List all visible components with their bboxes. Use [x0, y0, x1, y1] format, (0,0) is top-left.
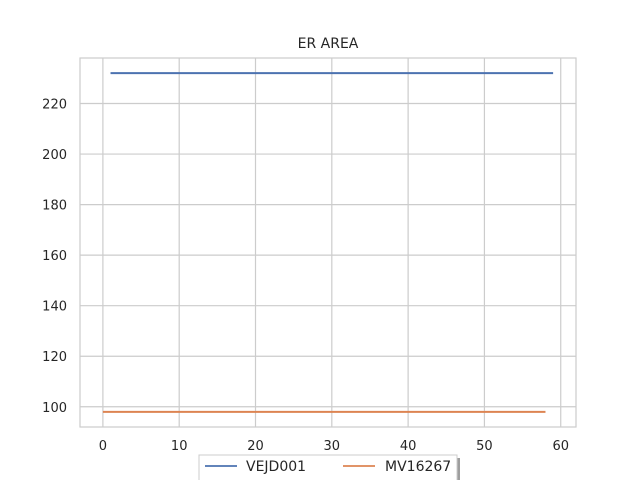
- y-tick-label: 200: [42, 148, 67, 163]
- series-lines: [102, 72, 554, 413]
- legend-box: [198, 454, 458, 482]
- x-tick-label: 0: [99, 439, 107, 454]
- x-tick-label: 10: [171, 439, 188, 454]
- y-tick-label: 120: [42, 350, 67, 365]
- y-tick-label: 160: [42, 249, 67, 264]
- tick-labels: 0 10 20 30 40 50 60 100 120 140 160 180 200 220: [42, 97, 569, 454]
- x-tick-label: 60: [552, 439, 569, 454]
- chart-title: ER AREA: [298, 36, 359, 52]
- y-tick-label: 140: [42, 300, 67, 315]
- x-tick-label: 30: [324, 439, 341, 454]
- plot-frame: [79, 57, 577, 428]
- x-tick-label: 50: [476, 439, 493, 454]
- x-tick-label: 40: [400, 439, 417, 454]
- legend: VEJD001 MV16267: [198, 454, 460, 484]
- grid-lines: [80, 58, 576, 427]
- legend-label-vejd001: VEJD001: [246, 459, 306, 475]
- legend-label-mv16267: MV16267: [385, 459, 451, 475]
- y-tick-label: 220: [42, 97, 67, 112]
- y-tick-label: 100: [42, 401, 67, 416]
- y-tick-label: 180: [42, 199, 67, 214]
- x-tick-label: 20: [247, 439, 264, 454]
